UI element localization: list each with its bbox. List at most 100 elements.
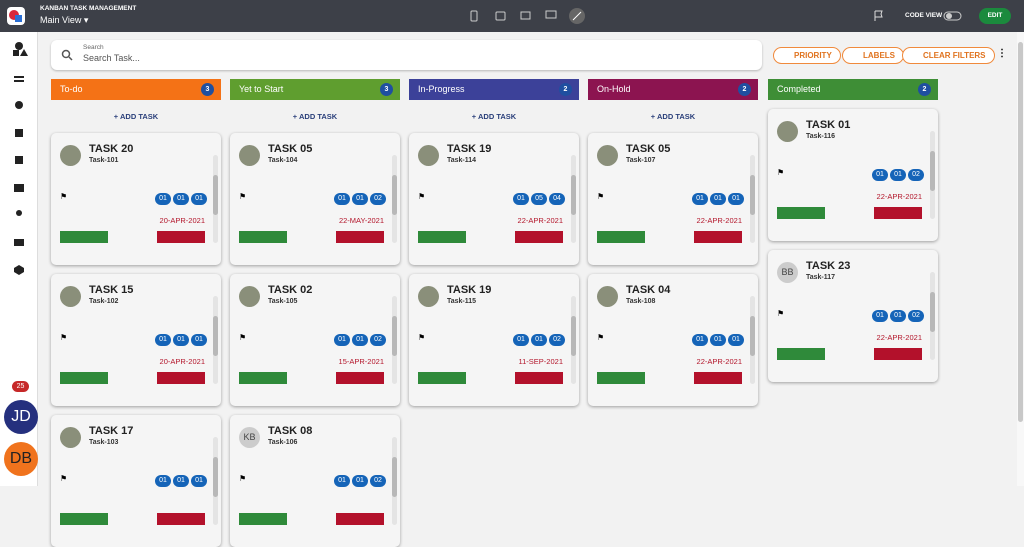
due-date: 22-APR-2021 xyxy=(517,216,563,225)
column-title: On-Hold xyxy=(597,84,631,94)
label-chip: 01 xyxy=(692,334,708,346)
progress-bar xyxy=(418,231,466,243)
task-id: Task-116 xyxy=(806,133,836,140)
label-chip: 01 xyxy=(191,193,207,205)
priority-flag: ⚑ xyxy=(239,192,247,201)
column-header: On-Hold 2 xyxy=(588,79,758,100)
card-scrollbar[interactable] xyxy=(213,437,218,525)
label-chip: 02 xyxy=(908,310,924,322)
status-bar xyxy=(874,348,922,360)
task-card[interactable]: TASK 19 Task-114 ⚑ 01 05 04 22-APR-2021 xyxy=(409,133,579,265)
task-title: TASK 20 xyxy=(89,143,134,155)
progress-bar xyxy=(239,513,287,525)
task-card[interactable]: TASK 19 Task-115 ⚑ 01 01 02 11-SEP-2021 xyxy=(409,274,579,406)
status-bar xyxy=(157,372,205,384)
priority-flag: ⚑ xyxy=(597,333,605,342)
label-chip: 01 xyxy=(352,475,368,487)
task-card[interactable]: TASK 01 Task-116 ⚑ 01 01 02 22-APR-2021 xyxy=(768,109,938,241)
card-scrollbar[interactable] xyxy=(213,155,218,243)
status-bar xyxy=(336,231,384,243)
priority-flag: ⚑ xyxy=(60,333,68,342)
task-card[interactable]: KB TASK 08 Task-106 ⚑ 01 01 02 xyxy=(230,415,400,547)
user-avatar[interactable]: JD xyxy=(4,400,38,434)
flag-icon[interactable] xyxy=(874,10,884,22)
card-scrollbar[interactable] xyxy=(571,155,576,243)
due-date: 22-APR-2021 xyxy=(876,333,922,342)
task-card[interactable]: TASK 05 Task-104 ⚑ 01 01 02 22-MAY-2021 xyxy=(230,133,400,265)
add-task-button[interactable]: + ADD TASK xyxy=(650,112,696,121)
view-selector[interactable]: Main View ▾ xyxy=(40,15,89,25)
app-logo[interactable] xyxy=(6,6,26,26)
status-bar xyxy=(157,513,205,525)
device-toggles[interactable] xyxy=(466,8,590,24)
view-name: Main View xyxy=(40,15,82,25)
assignee-avatar: BB xyxy=(777,262,798,283)
task-id: Task-102 xyxy=(89,298,119,305)
assignee-avatar xyxy=(239,286,260,307)
task-card[interactable]: BB TASK 23 Task-117 ⚑ 01 01 02 22-APR-2021 xyxy=(768,250,938,382)
add-task-label: ADD TASK xyxy=(656,112,696,121)
assignee-avatar xyxy=(60,145,81,166)
task-title: TASK 17 xyxy=(89,425,134,437)
task-card[interactable]: TASK 15 Task-102 ⚑ 01 01 01 20-APR-2021 xyxy=(51,274,221,406)
assignee-avatar xyxy=(418,145,439,166)
nav-icons[interactable] xyxy=(0,32,38,292)
column-header: In-Progress 2 xyxy=(409,79,579,100)
status-bar xyxy=(515,372,563,384)
edit-button[interactable]: EDIT xyxy=(979,8,1011,24)
due-date: 20-APR-2021 xyxy=(159,216,205,225)
add-task-button[interactable]: + ADD TASK xyxy=(113,112,159,121)
notification-badge: 25 xyxy=(12,381,29,392)
progress-bar xyxy=(60,372,108,384)
card-scrollbar[interactable] xyxy=(930,131,935,219)
card-scrollbar[interactable] xyxy=(392,155,397,243)
priority-flag: ⚑ xyxy=(597,192,605,201)
priority-flag: ⚑ xyxy=(60,474,68,483)
card-scrollbar[interactable] xyxy=(750,155,755,243)
task-id: Task-101 xyxy=(89,157,119,164)
search-placeholder: Search Task... xyxy=(83,53,140,63)
code-view-toggle[interactable] xyxy=(943,10,963,22)
add-task-label: ADD TASK xyxy=(477,112,517,121)
label-chip: 01 xyxy=(334,193,350,205)
page-scrollbar[interactable] xyxy=(1017,32,1024,486)
card-scrollbar[interactable] xyxy=(750,296,755,384)
task-title: TASK 02 xyxy=(268,284,313,296)
add-task-button[interactable]: + ADD TASK xyxy=(471,112,517,121)
task-card[interactable]: TASK 04 Task-108 ⚑ 01 01 01 22-APR-2021 xyxy=(588,274,758,406)
card-scrollbar[interactable] xyxy=(392,296,397,384)
search-box[interactable]: Search Search Task... xyxy=(51,40,762,70)
assignee-avatar xyxy=(60,427,81,448)
labels-filter[interactable]: LABELS xyxy=(842,47,904,64)
column-count: 3 xyxy=(380,83,393,96)
more-menu[interactable]: ⋮ xyxy=(997,48,1007,59)
task-card[interactable]: TASK 02 Task-105 ⚑ 01 01 02 15-APR-2021 xyxy=(230,274,400,406)
status-bar xyxy=(336,513,384,525)
card-scrollbar[interactable] xyxy=(571,296,576,384)
task-card[interactable]: TASK 17 Task-103 ⚑ 01 01 01 xyxy=(51,415,221,547)
card-scrollbar[interactable] xyxy=(392,437,397,525)
assignee-avatar xyxy=(60,286,81,307)
task-card[interactable]: TASK 20 Task-101 ⚑ 01 01 01 20-APR-2021 xyxy=(51,133,221,265)
card-scrollbar[interactable] xyxy=(930,272,935,360)
add-task-label: ADD TASK xyxy=(119,112,159,121)
clear-filters[interactable]: CLEAR FILTERS xyxy=(902,47,995,64)
priority-flag: ⚑ xyxy=(239,333,247,342)
label-chip: 01 xyxy=(531,334,547,346)
priority-flag: ⚑ xyxy=(777,309,785,318)
label-chip: 01 xyxy=(173,193,189,205)
priority-flag: ⚑ xyxy=(418,333,426,342)
label-chip: 01 xyxy=(513,334,529,346)
task-id: Task-107 xyxy=(626,157,656,164)
card-scrollbar[interactable] xyxy=(213,296,218,384)
add-task-button[interactable]: + ADD TASK xyxy=(292,112,338,121)
task-id: Task-114 xyxy=(447,157,477,164)
priority-filter[interactable]: PRIORITY xyxy=(773,47,841,64)
label-chip: 02 xyxy=(370,475,386,487)
user-avatar[interactable]: DB xyxy=(4,442,38,476)
label-chip: 01 xyxy=(692,193,708,205)
label-chip: 02 xyxy=(908,169,924,181)
assignee-avatar xyxy=(777,121,798,142)
task-card[interactable]: TASK 05 Task-107 ⚑ 01 01 01 22-APR-2021 xyxy=(588,133,758,265)
label-chip: 01 xyxy=(872,310,888,322)
